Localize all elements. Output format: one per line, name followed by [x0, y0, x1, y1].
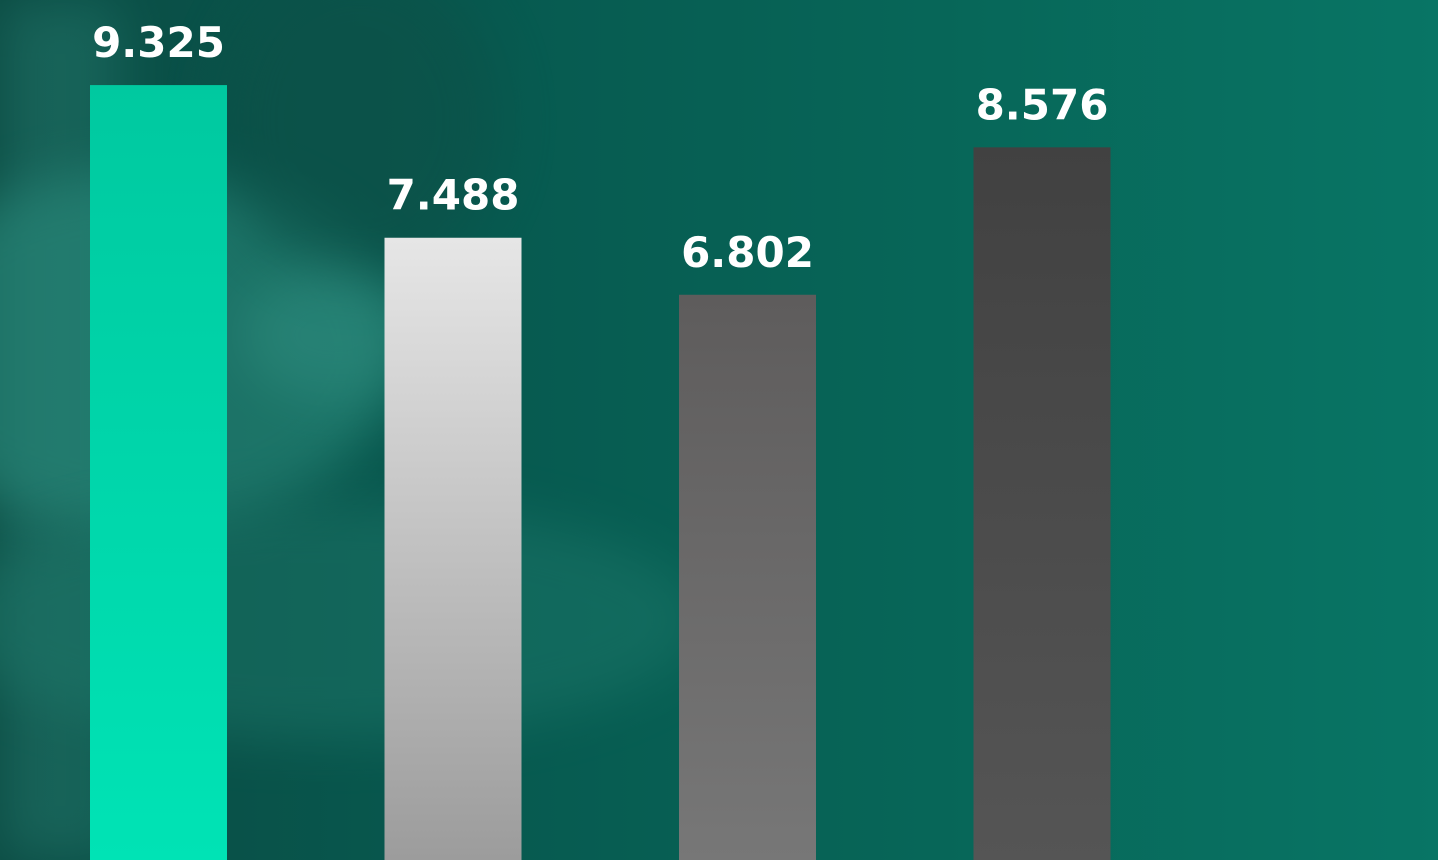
- bar-value-label-1: 9.325: [92, 18, 225, 67]
- bar-value-label-2: 7.488: [387, 171, 520, 220]
- bar-value-label-3: 6.802: [681, 228, 814, 277]
- bar-value-label-4: 8.576: [976, 80, 1109, 129]
- bar-2: [384, 237, 522, 860]
- background-photo-shade: [220, 0, 500, 280]
- bars-group: [90, 85, 1111, 860]
- value-labels-group: 9.325 7.488 6.802 8.576: [92, 18, 1108, 277]
- bar-4: [973, 147, 1111, 860]
- bar-3: [679, 294, 816, 860]
- bar-1: [90, 85, 227, 860]
